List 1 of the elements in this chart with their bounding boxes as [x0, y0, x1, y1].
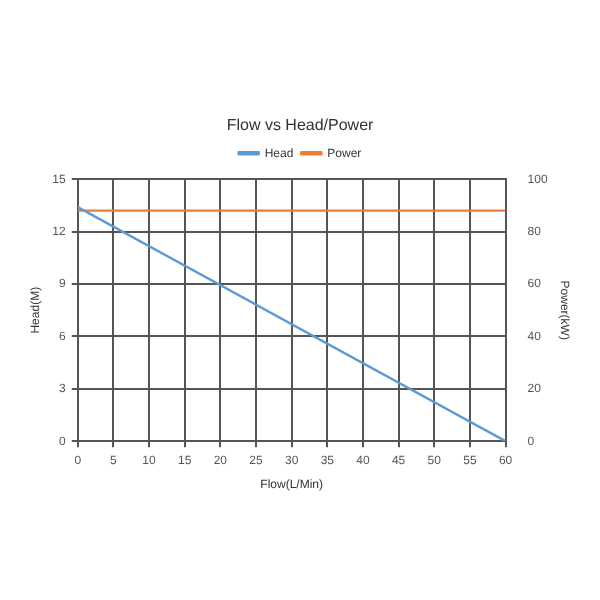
chart-title: Flow vs Head/Power — [226, 116, 375, 135]
